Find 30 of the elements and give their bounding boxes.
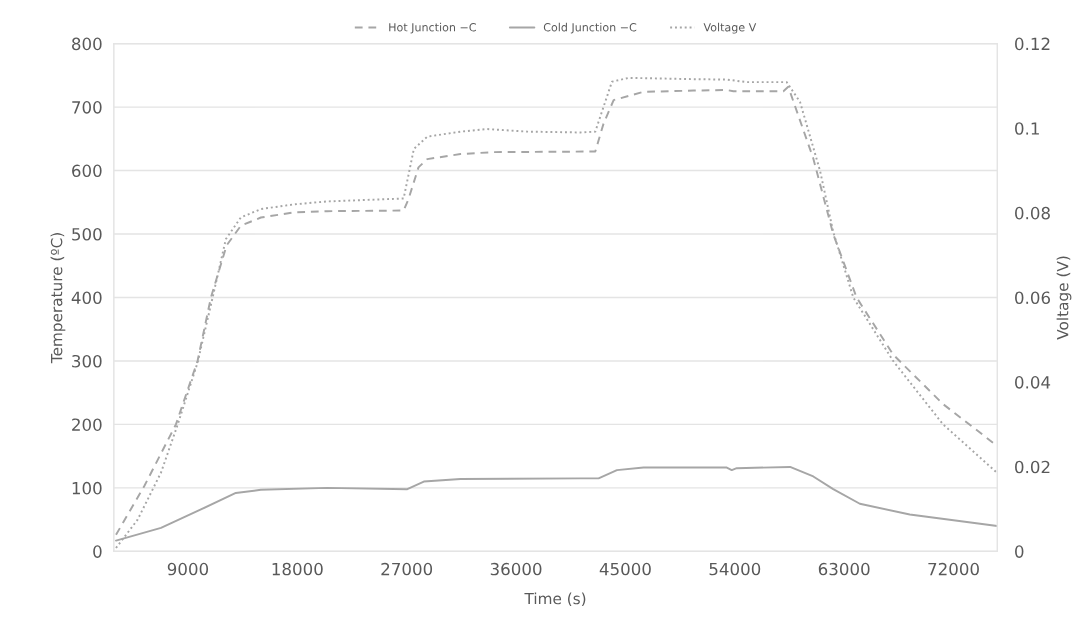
- y2-tick-label: 0.1: [1015, 122, 1039, 135]
- x-tick-label: 72000: [928, 562, 979, 576]
- y-tick-label: 500: [72, 227, 102, 241]
- y-tick-label: 800: [72, 37, 102, 51]
- y2-tick-label: 0.12: [1015, 37, 1050, 51]
- x-tick-label: 9000: [167, 562, 209, 576]
- x-tick-label: 54000: [709, 562, 761, 576]
- y2-tick-label: 0.02: [1015, 460, 1050, 474]
- y-tick-label: 600: [72, 164, 102, 178]
- x-tick-label: 18000: [272, 562, 323, 576]
- x-axis-title: Time (s): [524, 592, 586, 607]
- y-tick-label: 100: [72, 481, 102, 495]
- y-tick-label: 200: [72, 418, 102, 431]
- legend-label: Hot Junction −C: [389, 22, 476, 34]
- x-tick-label: 45000: [599, 562, 651, 576]
- x-tick-label: 27000: [381, 562, 433, 576]
- legend-label: Voltage V: [703, 22, 757, 34]
- y-axis-title: Temperature (ºC): [50, 233, 66, 364]
- y-tick-label: 300: [72, 354, 102, 368]
- y2-tick-label: 0.06: [1015, 291, 1051, 305]
- y-tick-label: 0: [93, 545, 102, 558]
- legend-label: Cold Junction −C: [543, 22, 637, 34]
- x-tick-label: 63000: [818, 562, 870, 576]
- y-tick-label: 400: [71, 291, 102, 305]
- x-tick-label: 36000: [490, 562, 542, 576]
- y2-tick-label: 0.08: [1015, 206, 1050, 220]
- y-tick-label: 700: [72, 101, 102, 114]
- y2-tick-label: 0: [1015, 545, 1024, 558]
- y2-tick-label: 0.04: [1015, 376, 1051, 389]
- y2-axis-title: Voltage (V): [1056, 256, 1072, 340]
